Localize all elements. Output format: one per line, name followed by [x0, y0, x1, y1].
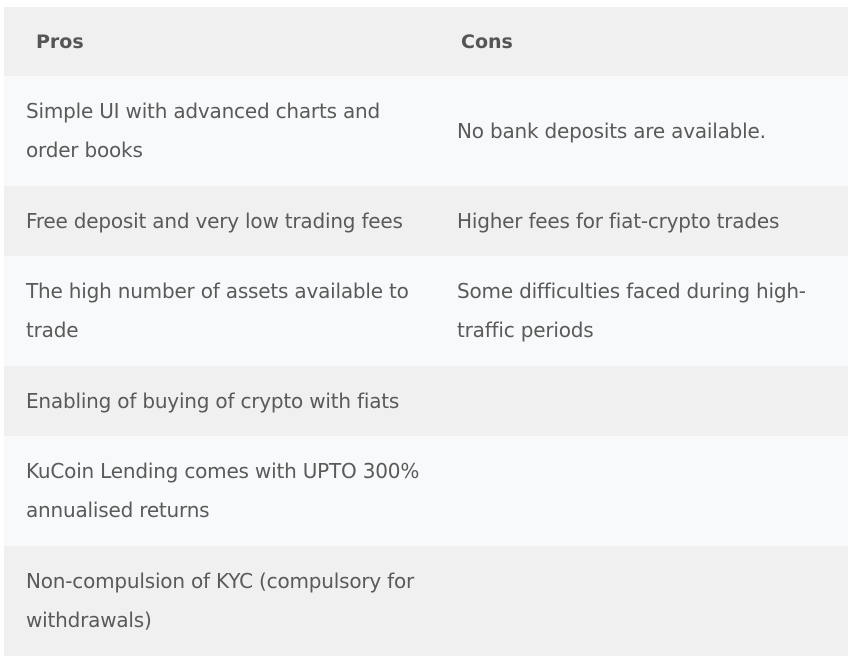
table-row: The high number of assets available to t… — [4, 256, 848, 366]
pros-cell-text: Non-compulsion of KYC (compulsory for wi… — [26, 569, 415, 632]
pros-cell-text: Free deposit and very low trading fees — [26, 208, 403, 233]
table-row: Simple UI with advanced charts and order… — [4, 76, 848, 186]
pros-cell-text: The high number of assets available to t… — [26, 279, 409, 342]
cons-cell: No bank deposits are available. — [435, 76, 848, 186]
pros-cell: Non-compulsion of KYC (compulsory for wi… — [4, 546, 435, 656]
pros-cell: The high number of assets available to t… — [4, 256, 435, 366]
pros-column-header: Pros — [36, 30, 84, 53]
cons-column-header: Cons — [461, 30, 513, 53]
cons-cell — [435, 546, 848, 656]
table-row: Enabling of buying of crypto with fiats — [4, 366, 848, 436]
cons-cell-text: No bank deposits are available. — [457, 118, 766, 143]
table-row: Non-compulsion of KYC (compulsory for wi… — [4, 546, 848, 656]
cons-cell-text: Higher fees for fiat-crypto trades — [457, 208, 780, 233]
table-row: Free deposit and very low trading fees H… — [4, 186, 848, 256]
pros-cell-text: KuCoin Lending comes with UPTO 300% annu… — [26, 459, 420, 522]
pros-cons-table: Pros Cons Simple UI with advanced charts… — [4, 7, 848, 656]
cons-cell — [435, 436, 848, 546]
cons-cell: Some difficulties faced during high-traf… — [435, 256, 848, 366]
pros-cell: KuCoin Lending comes with UPTO 300% annu… — [4, 436, 435, 546]
cons-cell-text: Some difficulties faced during high-traf… — [457, 279, 806, 342]
pros-cell: Free deposit and very low trading fees — [4, 186, 435, 256]
table-header-row: Pros Cons — [4, 7, 848, 76]
pros-cell: Simple UI with advanced charts and order… — [4, 76, 435, 186]
table-row: KuCoin Lending comes with UPTO 300% annu… — [4, 436, 848, 546]
pros-cell: Enabling of buying of crypto with fiats — [4, 366, 435, 436]
pros-cell-text: Enabling of buying of crypto with fiats — [26, 388, 400, 413]
cons-cell: Higher fees for fiat-crypto trades — [435, 186, 848, 256]
cons-cell — [435, 366, 848, 436]
pros-cell-text: Simple UI with advanced charts and order… — [26, 99, 381, 162]
